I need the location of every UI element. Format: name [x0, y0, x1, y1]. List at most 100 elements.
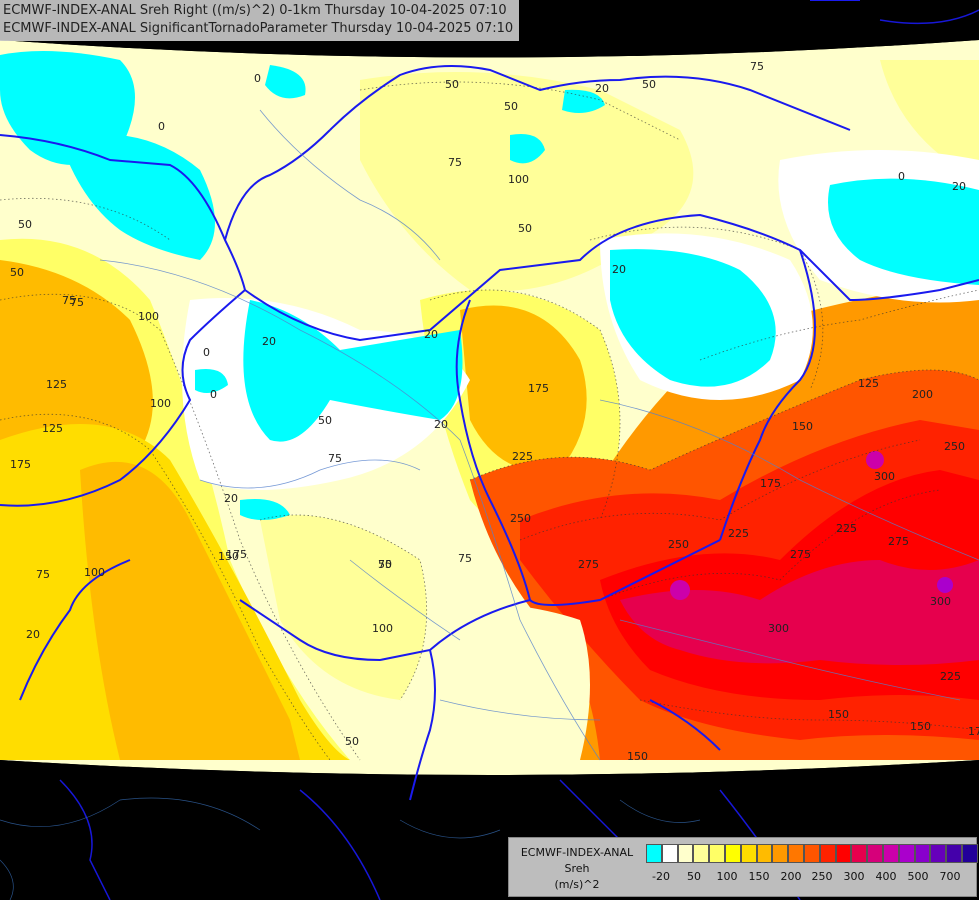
- contour-label: 250: [944, 440, 965, 453]
- contour-label: 20: [595, 82, 609, 95]
- contour-label: 125: [46, 378, 67, 391]
- contour-label: 75: [36, 568, 50, 581]
- contour-label: 225: [836, 522, 857, 535]
- contour-label: 50: [318, 414, 332, 427]
- contour-label: 20: [424, 328, 438, 341]
- legend-swatch: [709, 844, 725, 863]
- contour-label: 75: [378, 558, 392, 571]
- contour-label: 75: [62, 294, 76, 307]
- contour-label: 300: [768, 622, 789, 635]
- contour-label: 0: [203, 346, 210, 359]
- contour-label: 0: [254, 72, 261, 85]
- legend-swatch: [740, 844, 757, 863]
- contour-label: 150: [792, 420, 813, 433]
- legend-tick-label: 500: [907, 870, 929, 883]
- legend-tick-label: 100: [716, 870, 738, 883]
- contour-label: 50: [10, 266, 24, 279]
- contour-label: 100: [84, 566, 105, 579]
- legend-swatch: [946, 844, 962, 863]
- contour-label: 0: [898, 170, 905, 183]
- legend-swatch: [803, 844, 820, 863]
- map-title-box: ECMWF-INDEX-ANAL Sreh Right ((m/s)^2) 0-…: [0, 0, 520, 41]
- title-line-1: ECMWF-INDEX-ANAL Sreh Right ((m/s)^2) 0-…: [3, 3, 507, 18]
- legend-swatch: [724, 844, 741, 863]
- legend-swatch: [819, 844, 836, 863]
- contour-label: 75: [750, 60, 764, 73]
- contour-label: 20: [26, 628, 40, 641]
- contour-label: 50: [518, 222, 532, 235]
- contour-label: 225: [728, 527, 749, 540]
- contour-label: 100: [150, 397, 171, 410]
- contour-label: 175: [10, 458, 31, 471]
- contour-label: 300: [874, 470, 895, 483]
- contour-label: 50: [18, 218, 32, 231]
- legend-swatch: [867, 844, 883, 863]
- contour-label: 50: [445, 78, 459, 91]
- legend-tick-label: -20: [652, 870, 670, 883]
- contour-label: 50: [504, 100, 518, 113]
- contour-label-group: 0050502075751005002050507510012510012517…: [10, 60, 979, 763]
- legend-swatch: [930, 844, 947, 863]
- contour-label: 75: [328, 452, 342, 465]
- contour-label: 275: [578, 558, 599, 571]
- contour-lines: [0, 81, 979, 761]
- contour-label: 150: [828, 708, 849, 721]
- contour-label: 100: [508, 173, 529, 186]
- contour-label: 275: [790, 548, 811, 561]
- country-borders: [0, 0, 979, 801]
- contour-label: 125: [42, 422, 63, 435]
- contour-label: 275: [888, 535, 909, 548]
- legend-swatch: [756, 844, 773, 863]
- legend-swatch: [851, 844, 868, 863]
- contour-label: 20: [952, 180, 966, 193]
- contour-label: 150: [627, 750, 648, 763]
- contour-label: 20: [434, 418, 448, 431]
- rivers: [99, 109, 979, 761]
- legend-tick-label: 250: [811, 870, 833, 883]
- contour-label: 20: [224, 492, 238, 505]
- legend-tick-label: 50: [687, 870, 701, 883]
- contour-label: 50: [378, 558, 392, 571]
- legend-swatch: [661, 844, 678, 863]
- contour-label: 175: [968, 725, 979, 738]
- contour-label: 225: [940, 670, 961, 683]
- title-line-2: ECMWF-INDEX-ANAL SignificantTornadoParam…: [3, 21, 514, 36]
- legend-swatches: [646, 844, 978, 863]
- contour-label: 50: [642, 78, 656, 91]
- contour-label: 300: [930, 595, 951, 608]
- contour-label: 250: [510, 512, 531, 525]
- contour-label: 100: [138, 310, 159, 323]
- contour-label: 75: [70, 296, 84, 309]
- contour-label: 250: [668, 538, 689, 551]
- contour-label: 0: [210, 388, 217, 401]
- contour-label: 175: [528, 382, 549, 395]
- contour-label: 225: [512, 450, 533, 463]
- contour-label: 150: [218, 550, 239, 563]
- contour-label: 0: [158, 120, 165, 133]
- legend-tick-label: 700: [939, 870, 961, 883]
- color-legend: ECMWF-INDEX-ANAL Sreh (m/s)^2 -20 50 100 15…: [508, 837, 978, 897]
- contour-label: 200: [912, 388, 933, 401]
- legend-swatch: [882, 844, 899, 863]
- legend-tick-label: 200: [780, 870, 802, 883]
- legend-tick-label: 300: [843, 870, 865, 883]
- legend-swatch: [772, 844, 789, 863]
- legend-swatch: [788, 844, 804, 863]
- legend-tick-label: 400: [875, 870, 897, 883]
- legend-variable: Sreh: [564, 862, 590, 875]
- contour-label: 75: [458, 552, 472, 565]
- legend-swatch: [677, 844, 694, 863]
- contour-label: 20: [262, 335, 276, 348]
- legend-swatch: [835, 844, 852, 863]
- legend-swatch: [693, 844, 710, 863]
- contour-label: 125: [858, 377, 879, 390]
- legend-swatch: [914, 844, 931, 863]
- contour-label: 150: [910, 720, 931, 733]
- legend-swatch: [898, 844, 915, 863]
- legend-title: ECMWF-INDEX-ANAL: [520, 846, 634, 859]
- contour-label: 50: [345, 735, 359, 748]
- contour-label: 100: [372, 622, 393, 635]
